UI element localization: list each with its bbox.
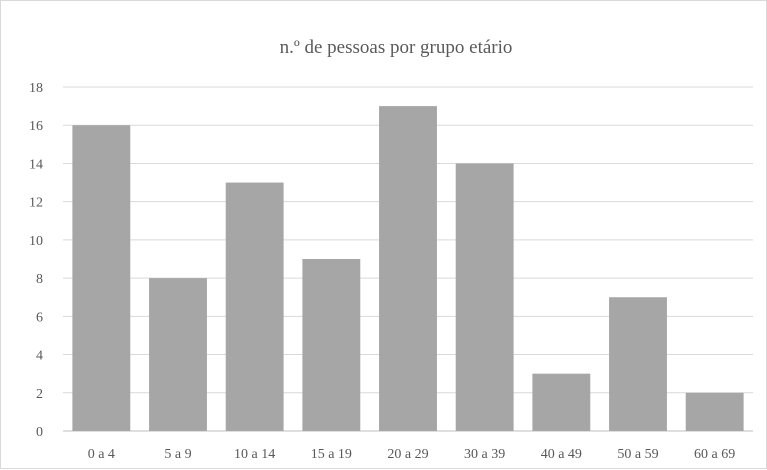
bar-2 <box>225 182 284 431</box>
bar-4 <box>379 106 437 431</box>
y-tick-label: 2 <box>36 387 43 402</box>
x-tick-label: 15 a 19 <box>311 447 352 462</box>
bar-5 <box>455 163 514 431</box>
bar-0 <box>72 125 131 431</box>
y-tick-label: 14 <box>29 157 43 172</box>
bar-3 <box>302 259 361 431</box>
x-tick-label: 40 a 49 <box>541 447 582 462</box>
y-tick-label: 8 <box>36 272 43 287</box>
bar-7 <box>609 297 667 431</box>
x-tick-label: 0 a 4 <box>88 447 115 462</box>
y-tick-label: 12 <box>29 196 43 211</box>
y-tick-label: 0 <box>36 425 43 440</box>
x-tick-label: 30 a 39 <box>464 447 505 462</box>
bars <box>72 106 744 431</box>
y-axis-tick-labels: 0 2 4 6 8 10 12 14 16 18 <box>29 81 43 440</box>
y-tick-label: 4 <box>36 349 43 364</box>
x-axis-tick-labels: 0 a 4 5 a 9 10 a 14 15 a 19 20 a 29 30 a 39 40… <box>88 447 736 462</box>
x-tick-label: 10 a 14 <box>234 447 275 462</box>
bar-8 <box>685 392 744 431</box>
bar-1 <box>149 278 207 431</box>
x-tick-label: 20 a 29 <box>387 447 428 462</box>
y-tick-label: 6 <box>36 310 43 325</box>
y-tick-label: 18 <box>29 81 43 96</box>
bar-6 <box>532 373 591 431</box>
y-tick-label: 16 <box>29 119 43 134</box>
chart-title: n.º de pessoas por grupo etário <box>280 37 513 58</box>
x-tick-label: 60 a 69 <box>694 447 735 462</box>
y-tick-label: 10 <box>29 234 43 249</box>
x-tick-label: 5 a 9 <box>164 447 191 462</box>
x-tick-label: 50 a 59 <box>617 447 658 462</box>
